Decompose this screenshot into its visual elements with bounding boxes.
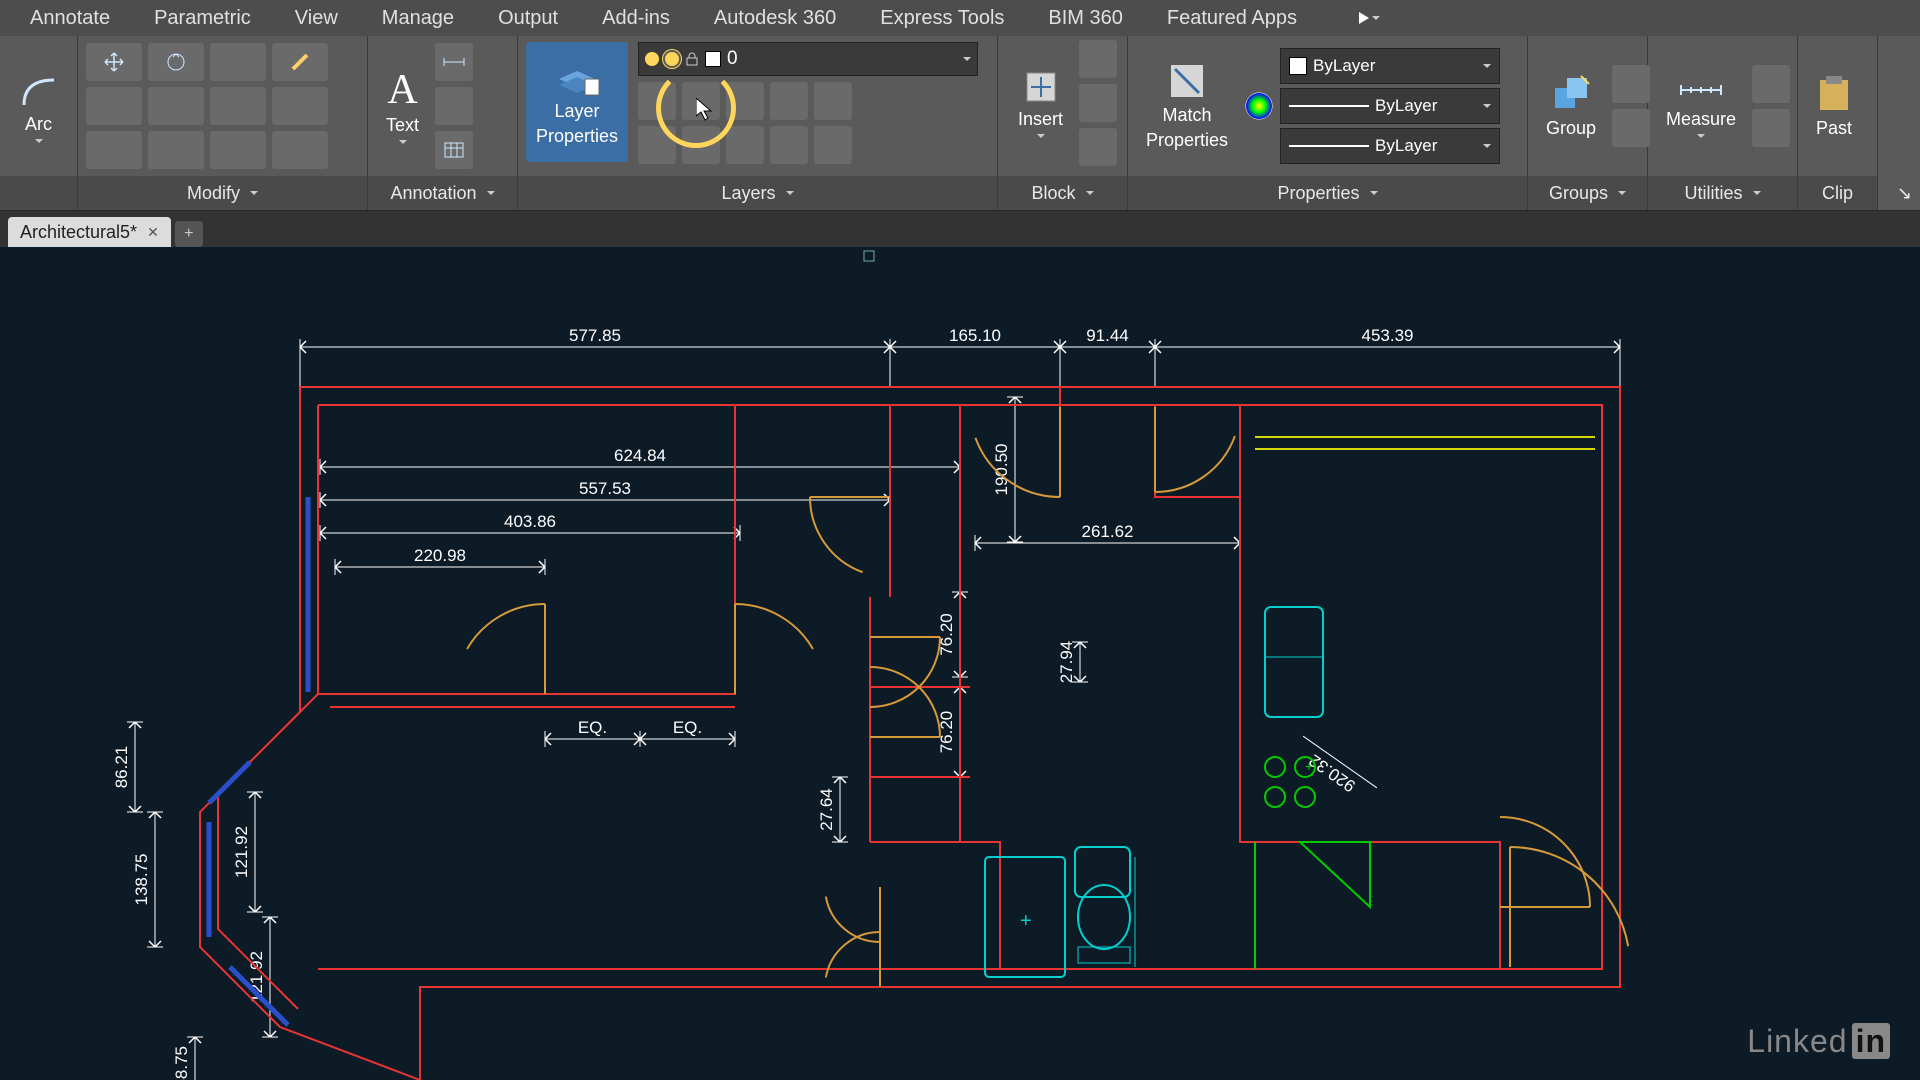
properties-panel-title[interactable]: Properties ↘ — [1128, 176, 1527, 210]
rotate-button[interactable] — [148, 43, 204, 81]
match-properties-button[interactable]: Match Properties — [1136, 57, 1238, 155]
drawing-canvas[interactable]: 577.85 165.10 91.44 453.39 624.84 557.53 403.8… — [0, 247, 1920, 1080]
svg-text:91.44: 91.44 — [1086, 326, 1129, 345]
move-button[interactable] — [86, 43, 142, 81]
utilities-panel-title[interactable]: Utilities — [1648, 176, 1797, 210]
layer-properties-button[interactable]: Layer Properties — [526, 42, 628, 162]
draw-panel-title — [0, 176, 77, 210]
lock-icon — [685, 52, 699, 66]
svg-text:403.86: 403.86 — [504, 512, 556, 531]
svg-text:577.85: 577.85 — [569, 326, 621, 345]
menu-parametric[interactable]: Parametric — [132, 1, 273, 36]
svg-text:453.39: 453.39 — [1362, 326, 1414, 345]
measure-button[interactable]: Measure — [1656, 71, 1746, 142]
layer-unlock-button[interactable] — [770, 126, 808, 164]
ungroup-button[interactable] — [1612, 65, 1650, 103]
scale-button[interactable] — [148, 131, 204, 169]
table-button[interactable] — [435, 131, 473, 169]
create-block-button[interactable] — [1079, 40, 1117, 78]
explode-button[interactable] — [272, 87, 328, 125]
fillet-button[interactable] — [210, 87, 266, 125]
svg-text:86.21: 86.21 — [112, 746, 131, 789]
menu-output[interactable]: Output — [476, 1, 580, 36]
offset-button[interactable] — [272, 131, 328, 169]
watermark: Linkedin — [1747, 1023, 1890, 1060]
layer-dropdown[interactable]: 0 — [638, 42, 978, 76]
bulb-icon — [645, 52, 659, 66]
group-edit-button[interactable] — [1612, 109, 1650, 147]
layers-panel-title[interactable]: Layers — [518, 176, 997, 210]
layer-match-button[interactable] — [814, 82, 852, 120]
menu-manage[interactable]: Manage — [360, 1, 476, 36]
svg-text:121.92: 121.92 — [232, 826, 251, 878]
play-dropdown-icon[interactable] — [1359, 8, 1389, 28]
point-button[interactable] — [1752, 109, 1790, 147]
new-tab-button[interactable]: + — [175, 221, 203, 247]
close-tab-icon[interactable]: ✕ — [147, 224, 159, 241]
modify-panel-title[interactable]: Modify — [78, 176, 367, 210]
layer-lock-button[interactable] — [770, 82, 808, 120]
menu-view[interactable]: View — [273, 1, 360, 36]
menu-addins[interactable]: Add-ins — [580, 1, 692, 36]
color-wheel-icon[interactable] — [1244, 91, 1274, 121]
document-tabstrip: Architectural5* ✕ + — [0, 211, 1920, 247]
paste-button[interactable]: Past — [1806, 70, 1862, 143]
edit-block-button[interactable] — [1079, 84, 1117, 122]
menu-expresstools[interactable]: Express Tools — [858, 1, 1026, 36]
svg-text:557.53: 557.53 — [579, 479, 631, 498]
layer-on-button[interactable] — [638, 126, 676, 164]
document-tab[interactable]: Architectural5* ✕ — [8, 217, 171, 247]
groups-panel-title[interactable]: Groups — [1528, 176, 1647, 210]
menu-bim360[interactable]: BIM 360 — [1026, 1, 1144, 36]
floor-plan-drawing: 577.85 165.10 91.44 453.39 624.84 557.53 403.8… — [0, 247, 1920, 1080]
svg-text:138.75: 138.75 — [132, 854, 151, 906]
array-button[interactable] — [210, 131, 266, 169]
ribbon: Arc Modify — [0, 36, 1920, 211]
svg-text:165.10: 165.10 — [949, 326, 1001, 345]
layer-prev-button[interactable] — [814, 126, 852, 164]
layer-off-button[interactable] — [638, 82, 676, 120]
svg-text:27.64: 27.64 — [817, 788, 836, 831]
clipboard-panel-title: Clip — [1798, 176, 1877, 210]
trim-button[interactable] — [210, 43, 266, 81]
select-button[interactable] — [1752, 65, 1790, 103]
menu-bar: Annotate Parametric View Manage Output A… — [0, 0, 1920, 36]
arc-button[interactable]: Arc — [9, 66, 69, 147]
block-panel-title[interactable]: Block — [998, 176, 1127, 210]
svg-text:220.98: 220.98 — [414, 546, 466, 565]
svg-text:261.62: 261.62 — [1082, 522, 1134, 541]
layer-thaw-button[interactable] — [726, 126, 764, 164]
annotation-panel-title[interactable]: Annotation — [368, 176, 517, 210]
sun-icon — [665, 52, 679, 66]
layer-uniso-button[interactable] — [682, 126, 720, 164]
svg-text:+: + — [1305, 758, 1313, 774]
text-button[interactable]: A Text — [376, 65, 429, 148]
edit-attrib-button[interactable] — [1079, 128, 1117, 166]
color-dropdown[interactable]: ByLayer — [1280, 48, 1500, 84]
svg-text:EQ.: EQ. — [578, 718, 607, 737]
svg-text:+: + — [1020, 910, 1032, 932]
color-swatch-icon — [705, 51, 721, 67]
mirror-button[interactable] — [86, 87, 142, 125]
leader-button[interactable] — [435, 87, 473, 125]
layer-iso-button[interactable] — [682, 82, 720, 120]
insert-button[interactable]: Insert — [1008, 40, 1073, 166]
svg-text:EQ.: EQ. — [673, 718, 702, 737]
arc-label: Arc — [25, 114, 52, 135]
group-button[interactable]: Group — [1536, 70, 1606, 143]
menu-featuredapps[interactable]: Featured Apps — [1145, 1, 1319, 36]
menu-autodesk360[interactable]: Autodesk 360 — [692, 1, 858, 36]
erase-button[interactable] — [272, 43, 328, 81]
layer-freeze-button[interactable] — [726, 82, 764, 120]
copy-button[interactable] — [148, 87, 204, 125]
svg-text:138.75: 138.75 — [172, 1046, 191, 1080]
lineweight-dropdown[interactable]: ByLayer — [1280, 88, 1500, 124]
dimension-button[interactable] — [435, 43, 473, 81]
svg-text:27.94: 27.94 — [1057, 641, 1076, 684]
stretch-button[interactable] — [86, 131, 142, 169]
linetype-dropdown[interactable]: ByLayer — [1280, 128, 1500, 164]
svg-text:624.84: 624.84 — [614, 446, 666, 465]
menu-annotate[interactable]: Annotate — [8, 1, 132, 36]
